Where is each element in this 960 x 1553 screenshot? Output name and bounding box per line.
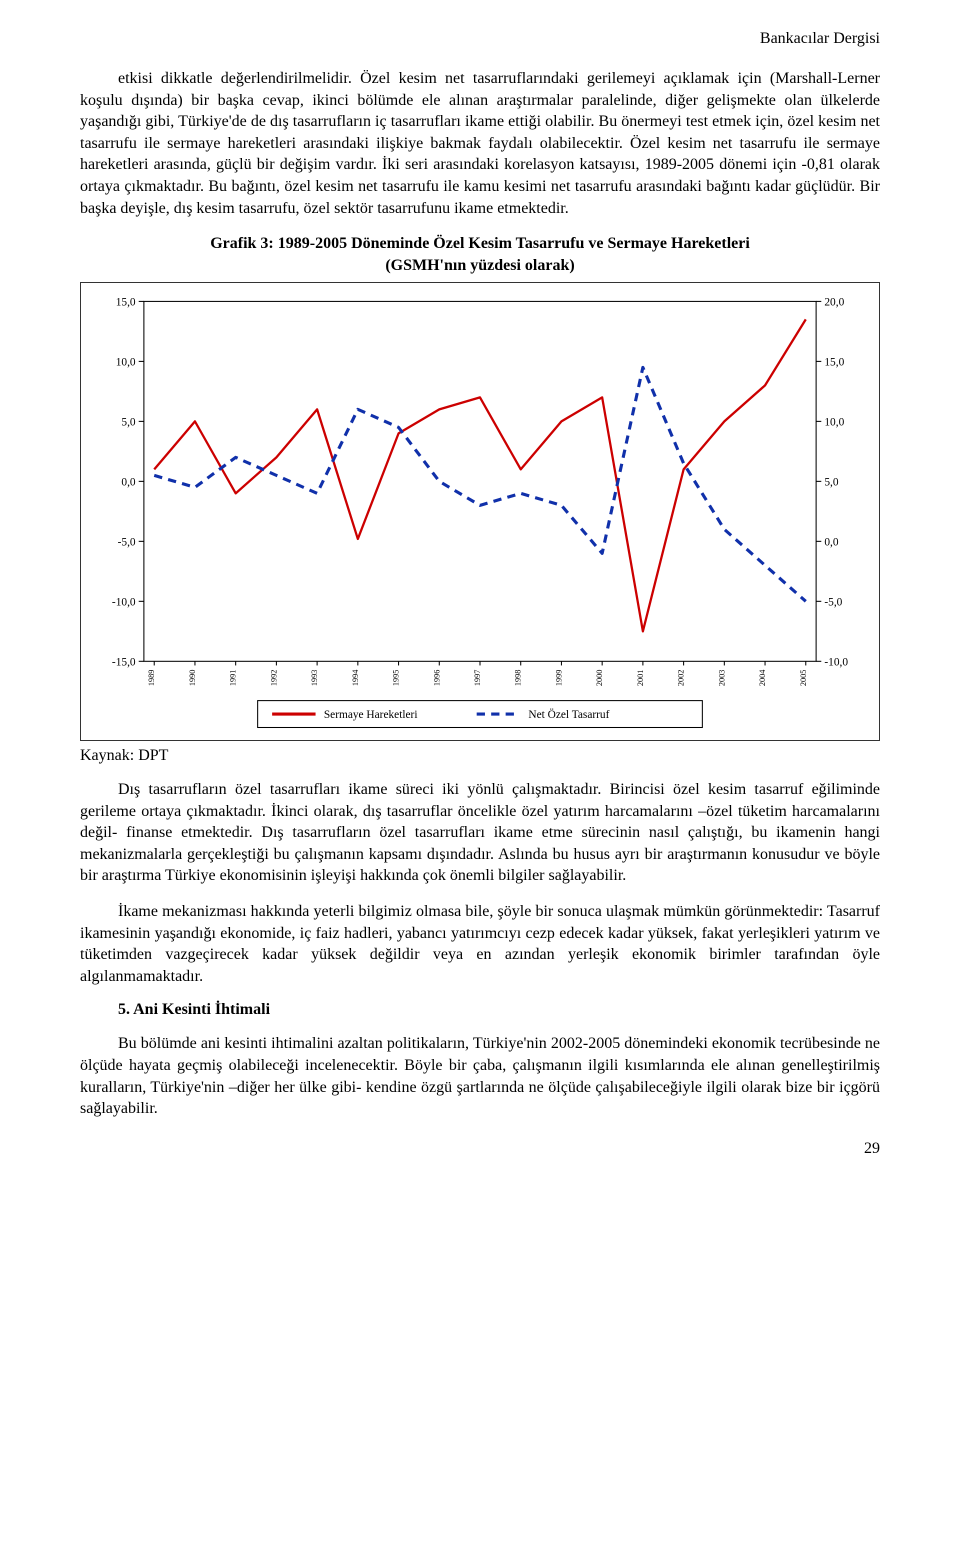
chart-title: Grafik 3: 1989-2005 Döneminde Özel Kesim… [80, 233, 880, 276]
page-number: 29 [80, 1140, 880, 1158]
svg-text:-5,0: -5,0 [118, 537, 136, 549]
svg-text:1990: 1990 [188, 670, 197, 687]
svg-text:15,0: 15,0 [116, 297, 136, 309]
paragraph-4: Bu bölümde ani kesinti ihtimalini azalta… [80, 1033, 880, 1119]
svg-text:5,0: 5,0 [121, 417, 136, 429]
svg-text:0,0: 0,0 [824, 537, 839, 549]
svg-text:5,0: 5,0 [824, 477, 839, 489]
svg-text:0,0: 0,0 [121, 477, 136, 489]
svg-text:1999: 1999 [554, 670, 563, 687]
paragraph-2: Dış tasarrufların özel tasarrufları ikam… [80, 779, 880, 887]
paragraph-3: İkame mekanizması hakkında yeterli bilgi… [80, 901, 880, 987]
chart-source: Kaynak: DPT [80, 747, 880, 765]
svg-text:10,0: 10,0 [824, 417, 844, 429]
svg-text:-10,0: -10,0 [112, 597, 136, 609]
chart-title-line2: (GSMH'nın yüzdesi olarak) [385, 257, 574, 274]
svg-text:20,0: 20,0 [824, 297, 844, 309]
svg-text:1994: 1994 [351, 670, 360, 687]
svg-text:-15,0: -15,0 [112, 657, 136, 669]
svg-text:1995: 1995 [392, 670, 401, 687]
svg-text:Sermaye Hareketleri: Sermaye Hareketleri [324, 710, 418, 722]
svg-text:2005: 2005 [799, 670, 808, 687]
svg-text:-5,0: -5,0 [824, 597, 842, 609]
section-5-heading: 5. Ani Kesinti İhtimali [118, 1001, 880, 1019]
svg-text:1996: 1996 [432, 670, 441, 687]
journal-header: Bankacılar Dergisi [80, 30, 880, 48]
svg-text:2003: 2003 [717, 670, 726, 687]
svg-text:2001: 2001 [636, 670, 645, 687]
svg-text:1998: 1998 [514, 670, 523, 687]
svg-text:Net Özel Tasarruf: Net Özel Tasarruf [528, 710, 609, 722]
svg-text:-10,0: -10,0 [824, 657, 848, 669]
svg-text:1991: 1991 [229, 670, 238, 687]
svg-text:1992: 1992 [269, 670, 278, 687]
svg-text:1997: 1997 [473, 670, 482, 687]
line-chart: 15,0 10,0 5,0 0,0 -5,0 -10,0 -15,0 20,0 15,0 10,0… [87, 289, 873, 734]
svg-text:10,0: 10,0 [116, 357, 136, 369]
svg-text:1989: 1989 [147, 670, 156, 687]
chart-title-line1: Grafik 3: 1989-2005 Döneminde Özel Kesim… [210, 235, 750, 252]
svg-text:1993: 1993 [310, 670, 319, 687]
svg-text:2000: 2000 [595, 670, 604, 687]
svg-text:15,0: 15,0 [824, 357, 844, 369]
paragraph-1: etkisi dikkatle değerlendirilmelidir. Öz… [80, 68, 880, 219]
chart-container: 15,0 10,0 5,0 0,0 -5,0 -10,0 -15,0 20,0 15,0 10,0… [80, 282, 880, 741]
svg-text:2002: 2002 [677, 670, 686, 687]
svg-text:2004: 2004 [758, 670, 767, 687]
